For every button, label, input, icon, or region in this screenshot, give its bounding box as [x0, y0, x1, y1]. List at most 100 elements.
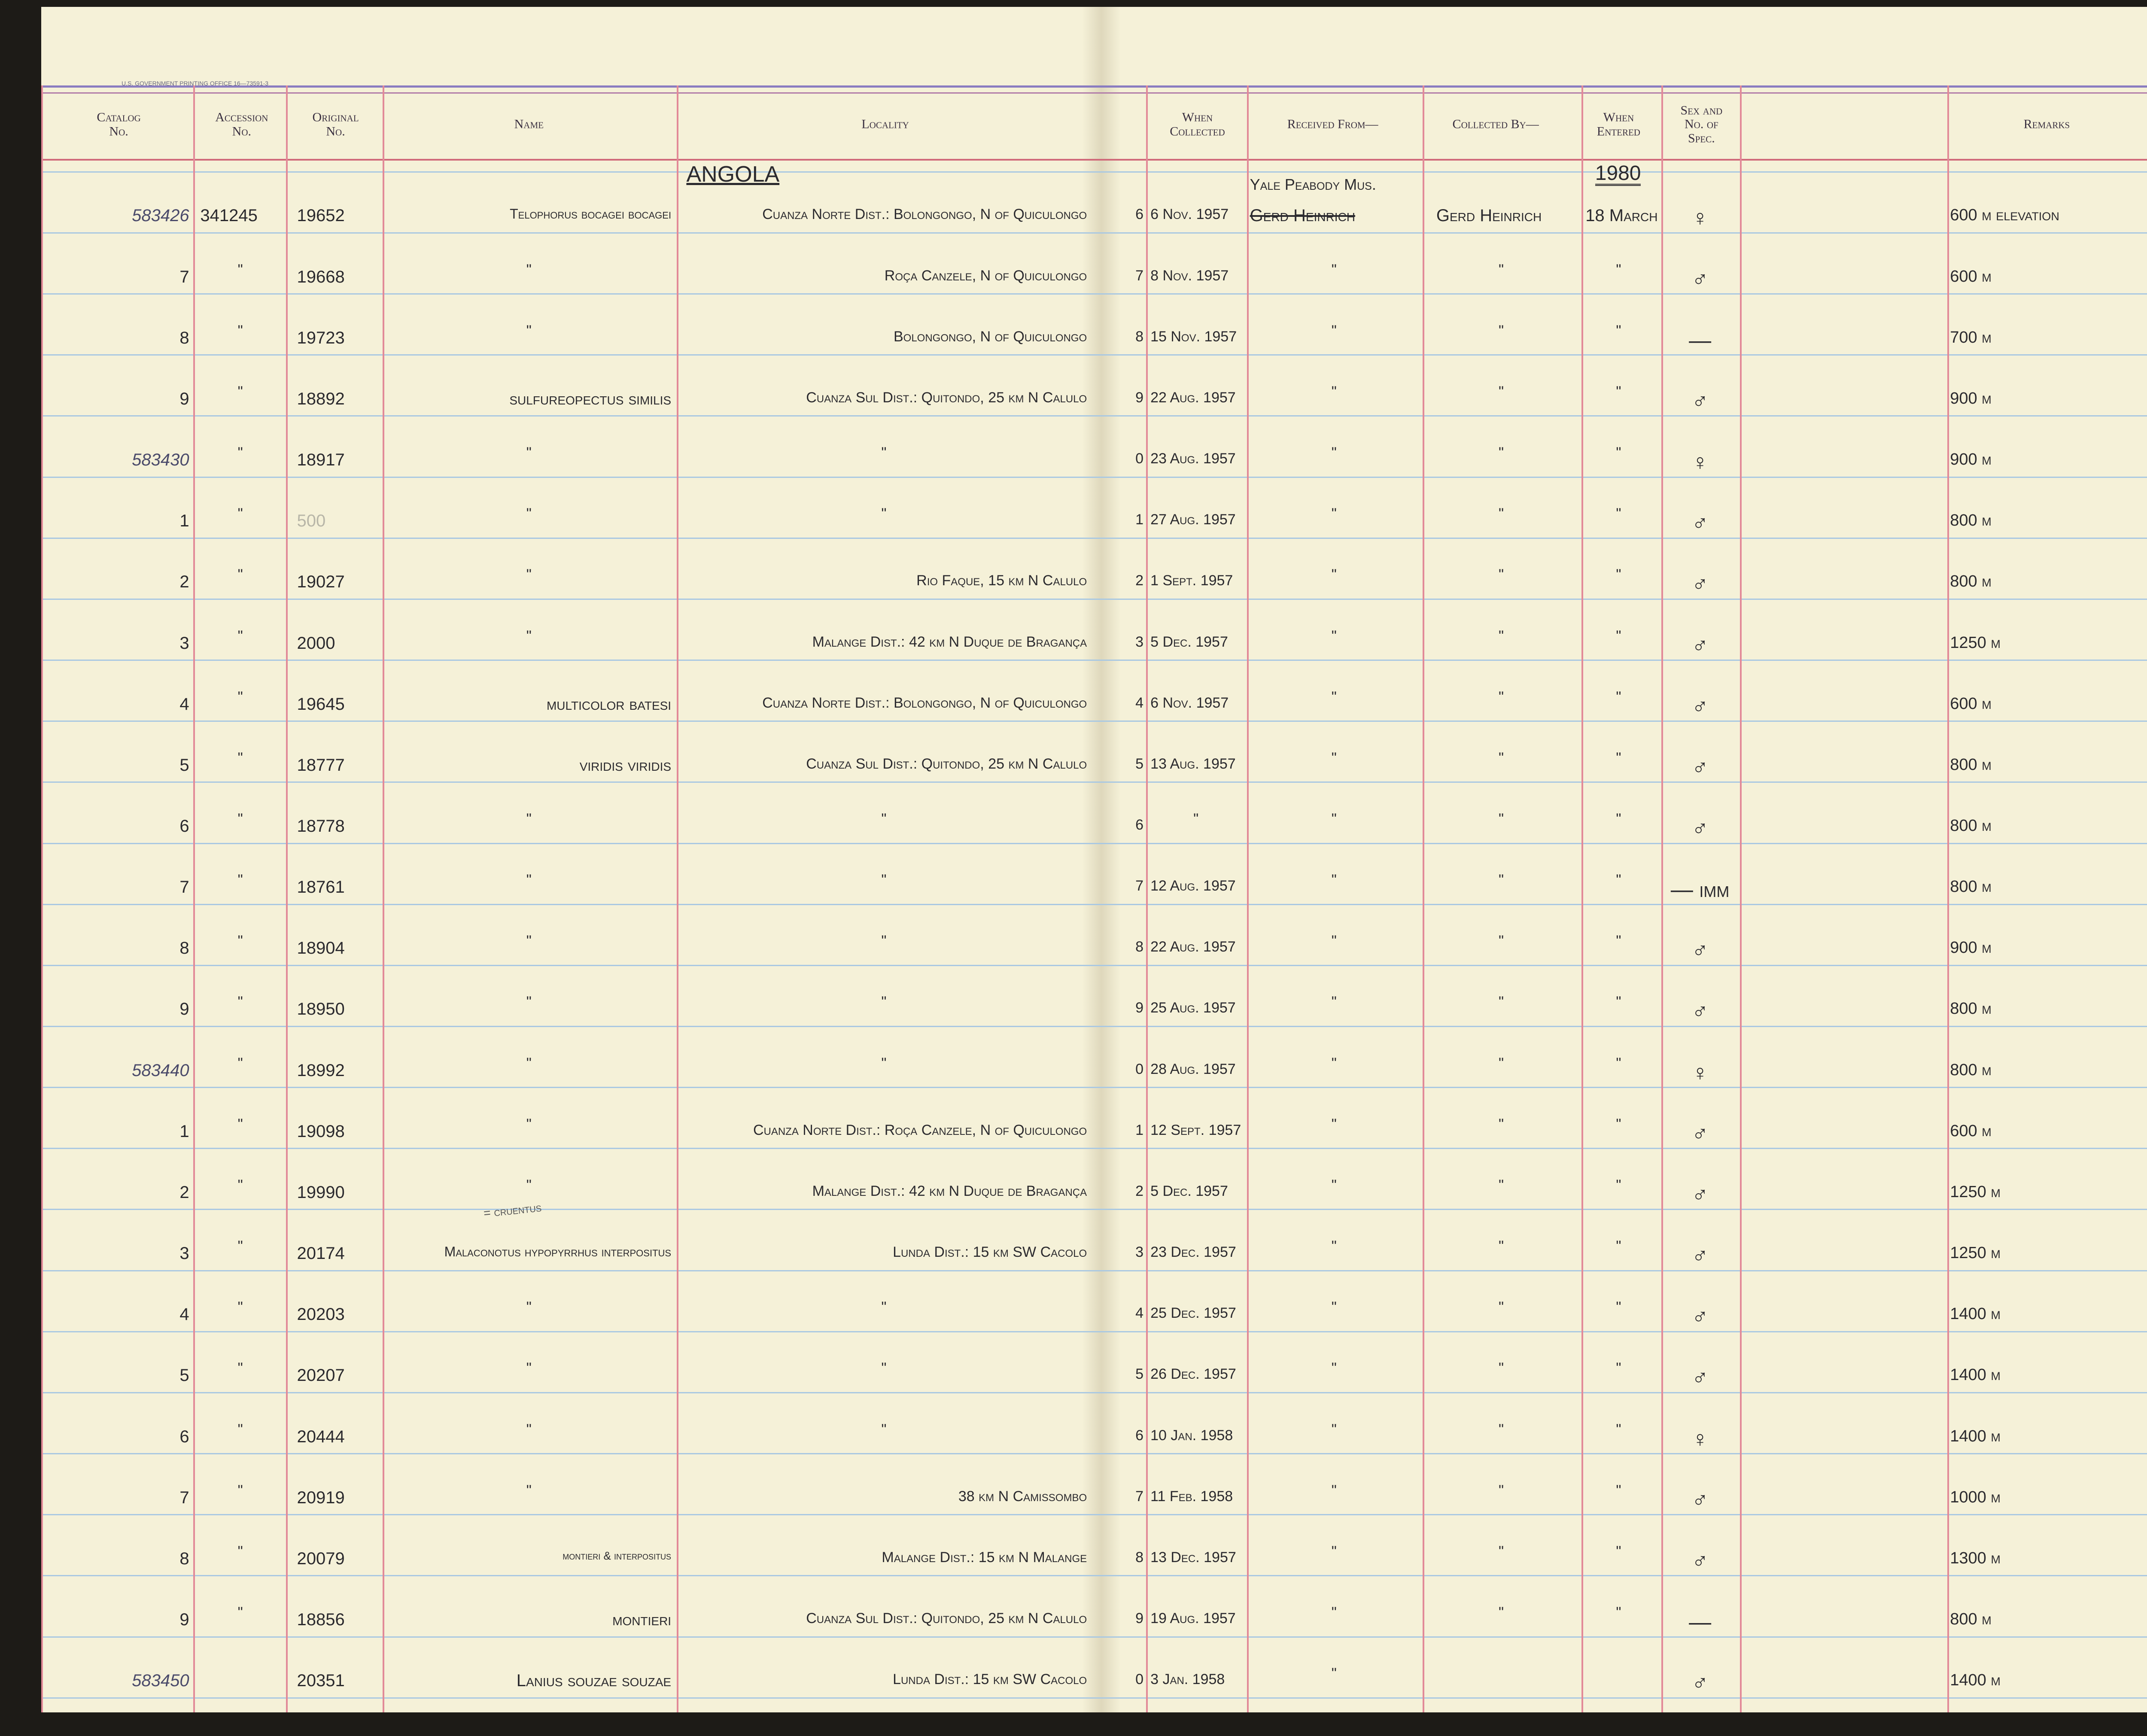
catalog-no: 1 [179, 511, 189, 531]
sex: ♂ [1691, 694, 1709, 719]
column-rule [41, 85, 43, 1713]
sex: ♂ [1691, 1548, 1709, 1574]
original-no: 19027 [297, 572, 345, 592]
original-no: 19098 [297, 1122, 345, 1141]
ditto-mark: " [1331, 444, 1337, 461]
ditto-mark: " [526, 1482, 532, 1499]
ruled-line [41, 598, 2147, 600]
original-no: 18950 [297, 1000, 345, 1019]
ditto-mark: " [237, 1299, 243, 1316]
ditto-mark: " [526, 1421, 532, 1438]
ditto-mark: " [1331, 1055, 1337, 1071]
catalog-no: 9 [179, 389, 189, 408]
collected-digit: 7 [1135, 267, 1144, 284]
column-rule [193, 85, 195, 1713]
printer-line: U.S. GOVERNMENT PRINTING OFFICE 16—73591… [122, 79, 269, 87]
header-line [41, 92, 2147, 94]
sex: ♀ [1691, 206, 1709, 231]
ditto-mark: " [1616, 1482, 1621, 1499]
collected-digit: 0 [1135, 1061, 1144, 1077]
ditto-mark: " [1616, 994, 1621, 1010]
ditto-mark: " [237, 322, 243, 339]
ditto-mark: " [1498, 1238, 1504, 1255]
ruled-line [41, 1025, 2147, 1027]
original-no: 19652 [297, 206, 345, 225]
locality: Cuanza Sul Dist.: Quitondo, 25 km N Calu… [806, 1610, 1087, 1627]
ruled-line [41, 415, 2147, 417]
collected-date: 27 Aug. 1957 [1150, 511, 1236, 528]
collected-digit: 7 [1135, 878, 1144, 894]
header-line [41, 85, 2147, 88]
column-header: Original [312, 110, 359, 125]
original-no: 20444 [297, 1427, 345, 1446]
sex: ♂ [1691, 999, 1709, 1025]
ditto-mark: " [1331, 627, 1337, 644]
remarks: 600 m [1950, 694, 1992, 713]
catalog-no: 8 [179, 328, 189, 347]
ditto-mark: " [1331, 1360, 1337, 1377]
locality: Bolongongo, N of Quiculongo [893, 328, 1087, 345]
collected-digit: 2 [1135, 572, 1144, 589]
ditto-mark: " [526, 566, 532, 583]
remarks: 800 m [1950, 1061, 1992, 1079]
ditto-mark: " [1498, 1482, 1504, 1499]
ditto-mark: " [1331, 1665, 1337, 1682]
ditto-mark: " [1498, 1360, 1504, 1377]
species-name: montieri & interpositus [563, 1549, 672, 1562]
collected-date: 22 Aug. 1957 [1150, 389, 1236, 406]
ditto-mark: " [237, 1360, 243, 1377]
ditto-mark: " [1331, 810, 1337, 827]
ditto-mark: " [1498, 444, 1504, 461]
catalog-no: 6 [179, 816, 189, 836]
remarks: 900 m [1950, 450, 1992, 469]
column-rule [382, 85, 384, 1713]
remarks: 1400 m [1950, 1366, 2001, 1384]
ruled-line [41, 1575, 2147, 1577]
collected-digit: 5 [1135, 755, 1144, 772]
ditto-mark: " [1616, 933, 1621, 949]
remarks: 800 m [1950, 1610, 1992, 1629]
ruled-line [41, 1148, 2147, 1149]
catalog-no: 7 [179, 1488, 189, 1507]
sex: ♂ [1691, 1304, 1709, 1330]
ruled-line [41, 1331, 2147, 1332]
remarks: 1000 m [1950, 1488, 2001, 1506]
catalog-no: 7 [179, 267, 189, 286]
column-header: Sex and [1680, 103, 1723, 118]
ditto-mark: " [1616, 505, 1621, 522]
remarks: 800 m [1950, 878, 1992, 896]
column-rule [1146, 85, 1148, 1713]
collected-date: 6 Nov. 1957 [1150, 206, 1229, 223]
original-no: 19645 [297, 694, 345, 714]
ditto-mark: " [526, 627, 532, 644]
locality: Cuanza Norte Dist.: Bolongongo, N of Qui… [762, 694, 1087, 711]
header-line [41, 158, 2147, 161]
collected-date: 25 Dec. 1957 [1150, 1305, 1236, 1322]
ditto-mark: " [237, 505, 243, 522]
ditto-mark: " [237, 1116, 243, 1132]
ditto-mark: " [237, 1238, 243, 1255]
ditto-mark: " [1498, 261, 1504, 278]
column-rule [676, 85, 678, 1713]
ditto-mark: " [1331, 1116, 1337, 1132]
collected-digit: 3 [1135, 633, 1144, 650]
sex: ♂ [1691, 1365, 1709, 1391]
year-entered: 1980 [1595, 163, 1641, 186]
ditto-mark: " [1616, 688, 1621, 705]
remarks: 1250 m [1950, 633, 2001, 652]
ditto-mark: " [1616, 1055, 1621, 1071]
catalog-no: 583440 [132, 1061, 189, 1080]
ditto-mark: " [1498, 1055, 1504, 1071]
ditto-mark: " [881, 810, 887, 827]
ditto-mark: " [1498, 1604, 1504, 1621]
collected-date: 28 Aug. 1957 [1150, 1061, 1236, 1077]
sex: ♂ [1691, 1487, 1709, 1513]
ditto-mark: " [1616, 1604, 1621, 1621]
ditto-mark: " [881, 505, 887, 522]
ruled-line [41, 232, 2147, 234]
collected-date: 10 Jan. 1958 [1150, 1427, 1233, 1444]
original-no: 19723 [297, 328, 345, 347]
original-no: 20207 [297, 1366, 345, 1385]
column-header: Name [514, 117, 544, 131]
